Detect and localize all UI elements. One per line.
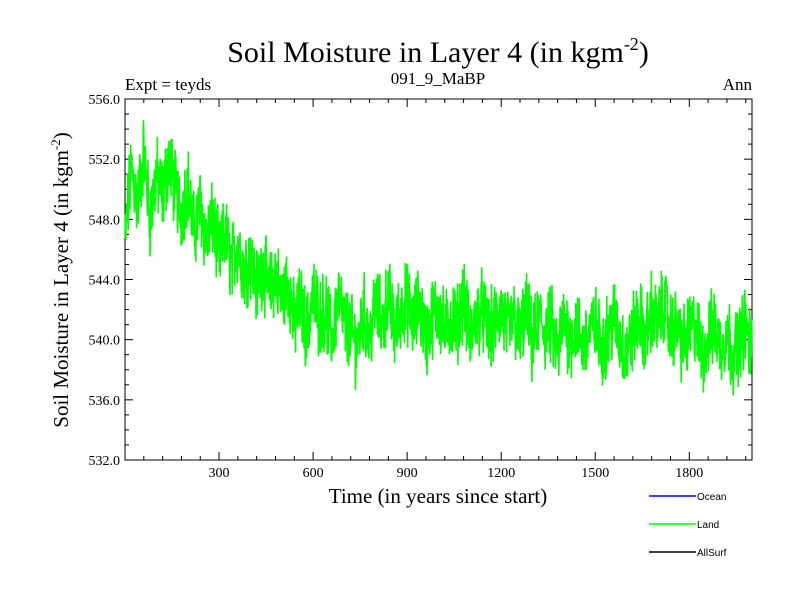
y-axis: 532.0 536.0 540.0 544.0 548.0 552.0 556.0 bbox=[89, 93, 752, 469]
y-tick-label: 548.0 bbox=[89, 213, 121, 228]
legend-label-land: Land bbox=[697, 520, 719, 531]
x-axis-label: Time (in years since start) bbox=[329, 484, 548, 508]
plot-frame bbox=[124, 98, 753, 461]
y-tick-label: 540.0 bbox=[89, 334, 121, 349]
x-tick-label: 900 bbox=[397, 466, 418, 481]
experiment-label: Expt = teyds bbox=[125, 75, 211, 94]
x-tick-label: 1500 bbox=[581, 466, 609, 481]
season-label: Ann bbox=[723, 75, 753, 94]
series-group bbox=[124, 119, 753, 396]
series-line-land bbox=[124, 119, 753, 396]
y-tick-label: 532.0 bbox=[89, 454, 121, 469]
y-axis-label: Soil Moisture in Layer 4 (in kgm-2) bbox=[48, 132, 73, 427]
chart-title: Soil Moisture in Layer 4 (in kgm-2) bbox=[227, 34, 649, 69]
x-axis: 300 600 900 1200 1500 1800 bbox=[143, 99, 747, 481]
x-tick-label: 1800 bbox=[675, 466, 703, 481]
y-tick-label: 536.0 bbox=[89, 394, 121, 409]
y-tick-label: 544.0 bbox=[89, 274, 121, 289]
legend: Ocean Land AllSurf bbox=[649, 492, 727, 559]
center-label: 091_9_MaBP bbox=[391, 69, 485, 88]
y-tick-label: 552.0 bbox=[89, 153, 121, 168]
y-tick-label: 556.0 bbox=[89, 93, 121, 108]
legend-label-ocean: Ocean bbox=[697, 492, 726, 503]
x-tick-label: 1200 bbox=[487, 466, 515, 481]
plot-area: 300 600 900 1200 1500 1800 532.0 536.0 540.0 544… bbox=[89, 93, 753, 481]
x-tick-label: 600 bbox=[303, 466, 324, 481]
x-tick-label: 300 bbox=[209, 466, 230, 481]
legend-label-allsurf: AllSurf bbox=[697, 548, 727, 559]
